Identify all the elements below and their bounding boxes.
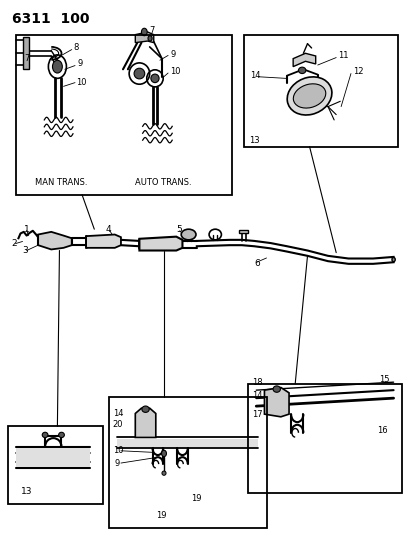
Ellipse shape: [298, 67, 305, 74]
Text: 8: 8: [74, 44, 79, 52]
Text: 6: 6: [254, 259, 259, 268]
Text: 11: 11: [337, 52, 348, 60]
Ellipse shape: [134, 68, 144, 79]
Text: 10: 10: [170, 68, 180, 76]
Bar: [108, 397, 266, 528]
Text: 5: 5: [176, 225, 182, 233]
Polygon shape: [16, 448, 90, 467]
Ellipse shape: [292, 84, 325, 108]
Bar: [8, 426, 102, 504]
Ellipse shape: [391, 257, 394, 262]
Text: 18: 18: [252, 378, 262, 386]
Ellipse shape: [272, 386, 280, 392]
Polygon shape: [135, 32, 153, 43]
Text: 9: 9: [170, 50, 175, 59]
Ellipse shape: [141, 28, 147, 36]
Ellipse shape: [181, 229, 196, 240]
Text: 19: 19: [190, 494, 201, 503]
Ellipse shape: [286, 77, 331, 115]
Text: AUTO TRANS.: AUTO TRANS.: [135, 179, 191, 187]
Text: 10: 10: [76, 78, 86, 87]
Bar: [247, 384, 401, 493]
Text: MAN TRANS.: MAN TRANS.: [35, 179, 87, 187]
Text: 7: 7: [25, 54, 30, 63]
Text: 7: 7: [148, 27, 154, 35]
Text: 19: 19: [155, 512, 166, 520]
Ellipse shape: [162, 471, 166, 475]
Bar: [243, 35, 397, 147]
Text: 15: 15: [378, 375, 389, 384]
Polygon shape: [264, 387, 288, 417]
Text: 17: 17: [252, 410, 262, 418]
Polygon shape: [139, 237, 182, 251]
Ellipse shape: [151, 74, 159, 83]
Text: 4: 4: [106, 225, 111, 233]
Text: 14: 14: [249, 71, 260, 80]
Text: 1: 1: [24, 225, 29, 233]
Text: 13: 13: [249, 136, 259, 145]
Text: 12: 12: [352, 68, 362, 76]
Polygon shape: [22, 37, 29, 69]
Text: 3: 3: [22, 246, 28, 255]
Polygon shape: [239, 230, 248, 233]
Ellipse shape: [58, 432, 64, 438]
Text: 20: 20: [112, 419, 123, 429]
Text: 14: 14: [112, 409, 123, 418]
Ellipse shape: [42, 432, 48, 438]
Polygon shape: [86, 235, 121, 248]
Text: 6311  100: 6311 100: [12, 12, 90, 26]
Ellipse shape: [161, 450, 166, 457]
Text: 9: 9: [77, 60, 82, 68]
Polygon shape: [117, 439, 258, 447]
Text: 14: 14: [252, 391, 262, 400]
Text: 10: 10: [112, 446, 123, 455]
Ellipse shape: [148, 36, 152, 41]
Text: 16: 16: [376, 426, 387, 434]
Bar: [16, 35, 231, 195]
Text: 9: 9: [115, 458, 120, 467]
Polygon shape: [38, 232, 72, 249]
Ellipse shape: [142, 406, 149, 413]
Text: 2: 2: [11, 239, 17, 248]
Polygon shape: [292, 53, 315, 67]
Polygon shape: [135, 408, 155, 438]
Ellipse shape: [52, 60, 62, 73]
Text: 13: 13: [20, 488, 32, 496]
